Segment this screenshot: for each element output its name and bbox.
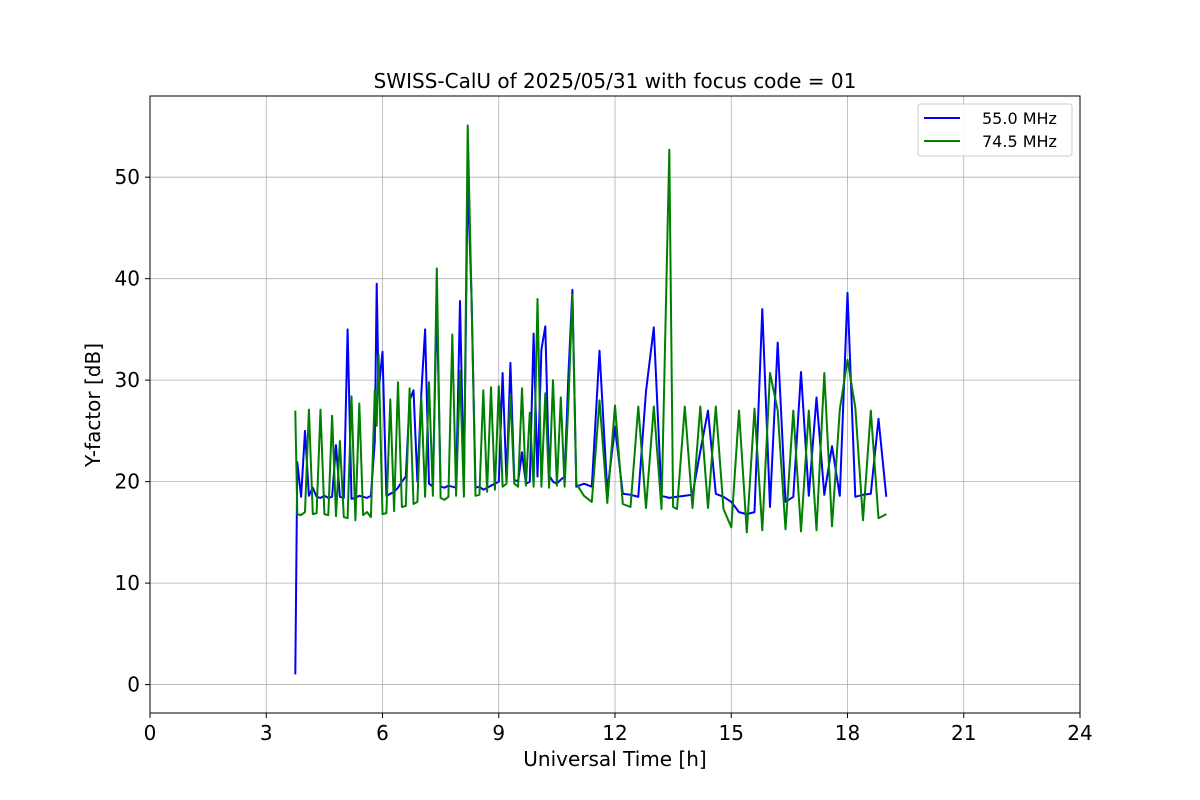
legend-label-74mhz: 74.5 MHz: [982, 132, 1057, 151]
x-tick-label: 18: [835, 721, 860, 745]
x-tick-label: 3: [260, 721, 273, 745]
legend: 55.0 MHz 74.5 MHz: [917, 103, 1073, 157]
y-tick-label: 10: [115, 571, 140, 595]
y-tick-label: 20: [115, 470, 140, 494]
legend-label-55mhz: 55.0 MHz: [982, 109, 1057, 128]
y-tick-label: 0: [127, 673, 140, 697]
y-axis: 0 10 20 30 40 50: [115, 165, 150, 697]
y-tick-label: 40: [115, 267, 140, 291]
plot-lines: [294, 124, 888, 675]
y-tick-label: 50: [115, 165, 140, 189]
x-tick-label: 12: [602, 721, 627, 745]
series-line-1: [294, 124, 887, 534]
x-tick-label: 24: [1067, 721, 1092, 745]
x-tick-label: 9: [492, 721, 505, 745]
series-line-0: [294, 176, 888, 675]
x-tick-label: 0: [144, 721, 157, 745]
y-tick-label: 30: [115, 368, 140, 392]
chart-title: SWISS-CalU of 2025/05/31 with focus code…: [374, 69, 857, 93]
y-axis-label: Y-factor [dB]: [81, 343, 105, 468]
x-axis: 0 3 6 9 12 15 18 21 24: [144, 713, 1093, 745]
x-tick-label: 21: [951, 721, 976, 745]
x-axis-label: Universal Time [h]: [523, 747, 706, 771]
x-tick-label: 15: [719, 721, 744, 745]
grid: [149, 96, 1081, 713]
x-tick-label: 6: [376, 721, 389, 745]
